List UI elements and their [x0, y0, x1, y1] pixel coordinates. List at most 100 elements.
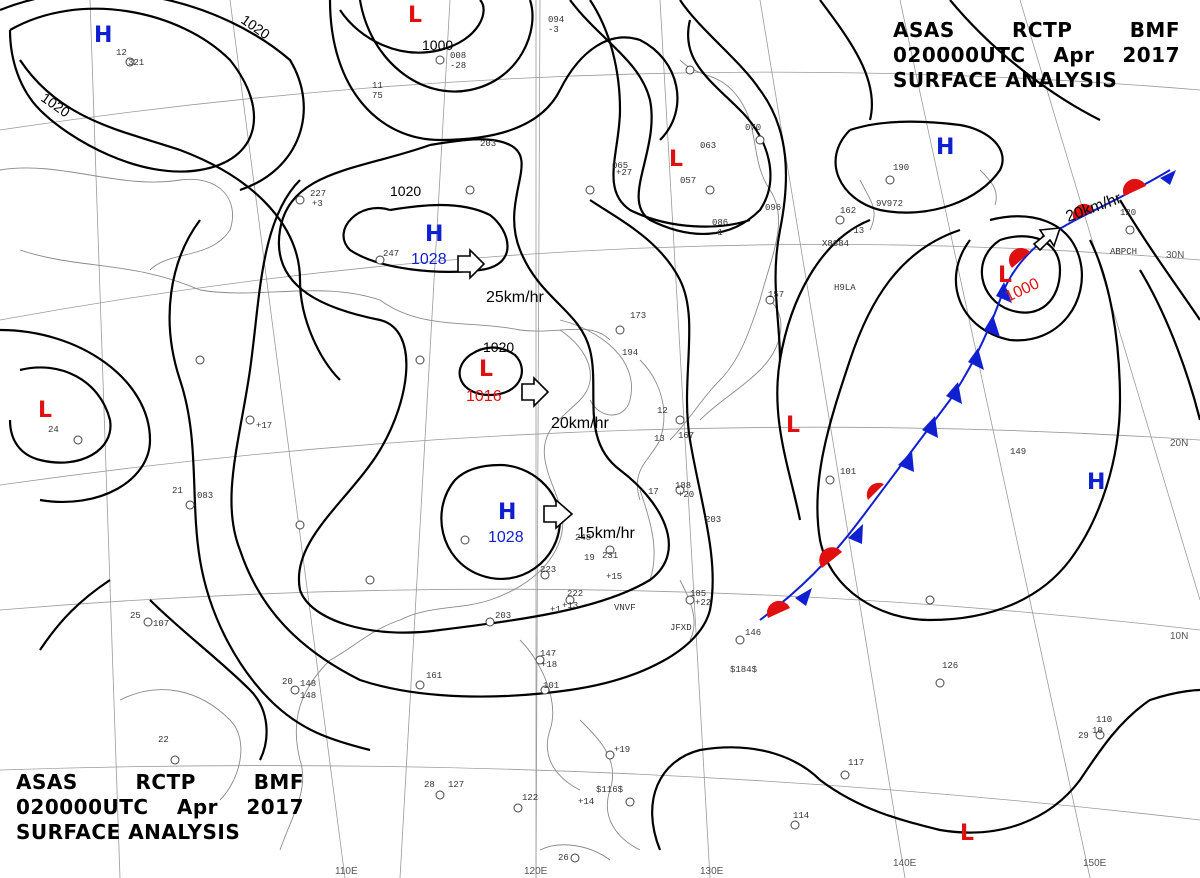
station-codes: 9V972 X8884 H9LA ABPCH VNVF JFXD $184$ $… — [596, 199, 1137, 795]
station-value: 101 — [840, 467, 856, 477]
low-pressure-value: 1016 — [466, 388, 502, 405]
longitude-labels: 110E 120E 130E 140E 150E — [335, 858, 1107, 877]
station-value: +14 — [578, 797, 594, 807]
header-line-1: ASAS RCTP BMF — [893, 18, 1180, 43]
station-code: H9LA — [834, 283, 856, 293]
station-value: 117 — [848, 758, 864, 768]
warm-front-semicircles — [766, 178, 1146, 618]
station-value: 185 — [690, 589, 706, 599]
motion-label: 20km/hr — [551, 415, 609, 432]
station-value: 190 — [893, 163, 909, 173]
low-pressure-symbol: L — [786, 413, 800, 438]
station-value: 096 — [765, 203, 781, 213]
station-value: 321 — [128, 58, 144, 68]
header-code: ASAS — [893, 18, 955, 42]
station-code: VNVF — [614, 603, 636, 613]
cold-front-triangles — [795, 170, 1176, 606]
station-value: +19 — [614, 745, 630, 755]
low-pressure-symbol: L — [669, 147, 683, 172]
station-value: 19 — [584, 553, 595, 563]
motion-label: 25km/hr — [486, 289, 544, 306]
station-value: +17 — [256, 421, 272, 431]
station-value: 148 — [300, 679, 316, 689]
header-bottom-left: ASAS RCTP BMF 020000UTC Apr 2017 SURFACE… — [16, 770, 304, 845]
low-pressure-symbol: L — [479, 357, 493, 382]
isobar-label: 1020 — [483, 339, 514, 355]
high-pressure-symbol: H — [498, 500, 516, 525]
header-month: Apr — [1053, 43, 1095, 67]
station-value: 148 — [300, 691, 316, 701]
low-pressure-symbol: L — [960, 821, 974, 846]
longitude-label: 150E — [1083, 858, 1107, 869]
station-value: 13 — [654, 434, 665, 444]
header-month: Apr — [176, 795, 219, 819]
station-data: 12 321 094 11 75 227 247 203 008 065 057… — [48, 15, 1136, 863]
header-title: SURFACE ANALYSIS — [16, 820, 241, 844]
header-code: BMF — [1129, 18, 1180, 42]
motion-label: 15km/hr — [577, 525, 635, 542]
station-code: $184$ — [730, 665, 758, 675]
station-value: 21 — [172, 486, 183, 496]
low-pressure-symbol: L — [408, 3, 422, 28]
station-value: 083 — [197, 491, 213, 501]
isobars — [0, 0, 1200, 851]
station-value: 114 — [793, 811, 809, 821]
header-top-right: ASAS RCTP BMF 020000UTC Apr 2017 SURFACE… — [893, 18, 1180, 93]
movement-arrows — [457, 227, 1062, 530]
isobar-label: 1000 — [422, 37, 453, 53]
station-value: 147 — [540, 649, 556, 659]
latitude-label: 10N — [1170, 631, 1188, 642]
station-value: 231 — [602, 551, 618, 561]
station-value: -1 — [712, 228, 723, 238]
station-value: +22 — [695, 598, 711, 608]
station-value: 094 — [548, 15, 564, 25]
header-code: BMF — [253, 770, 304, 794]
station-code: 9V972 — [876, 199, 903, 209]
station-value: -3 — [548, 25, 559, 35]
header-line-2: 020000UTC Apr 2017 — [893, 43, 1180, 68]
low-pressure-symbol: L — [38, 398, 52, 423]
latitude-label: 30N — [1166, 250, 1184, 261]
station-value: 22 — [158, 735, 169, 745]
header-code: ASAS — [16, 770, 78, 794]
station-value: 194 — [622, 348, 638, 358]
station-value: 25 — [130, 611, 141, 621]
station-value: 127 — [448, 780, 464, 790]
station-value: 101 — [543, 681, 559, 691]
header-time: 020000UTC — [893, 43, 1026, 67]
header-code: RCTP — [135, 770, 196, 794]
station-value: 28 — [424, 780, 435, 790]
high-pressure-value: 1028 — [411, 251, 447, 268]
station-value: 126 — [942, 661, 958, 671]
high-pressure-symbol: H — [1087, 470, 1105, 495]
station-value: 203 — [480, 139, 496, 149]
station-value: 149 — [1010, 447, 1026, 457]
station-value: +3 — [312, 199, 323, 209]
station-value: 188 — [675, 481, 691, 491]
station-value: -28 — [450, 61, 466, 71]
station-value: 24 — [48, 425, 59, 435]
station-value: +20 — [678, 490, 694, 500]
header-line-2: 020000UTC Apr 2017 — [16, 795, 304, 820]
isobar-label: 1020 — [390, 183, 421, 199]
longitude-gridlines — [89, 0, 1200, 878]
station-code: X8884 — [822, 239, 849, 249]
header-title: SURFACE ANALYSIS — [893, 68, 1118, 92]
station-value: 12 — [116, 48, 127, 58]
station-value: 227 — [310, 189, 326, 199]
station-code: $116$ — [596, 785, 624, 795]
header-time: 020000UTC — [16, 795, 149, 819]
header-year: 2017 — [246, 795, 304, 819]
station-code: ABPCH — [1110, 247, 1137, 257]
longitude-label: 130E — [700, 866, 724, 877]
station-value: +27 — [616, 168, 632, 178]
station-value: 086 — [712, 218, 728, 228]
header-year: 2017 — [1122, 43, 1180, 67]
longitude-label: 140E — [893, 858, 917, 869]
station-value: 247 — [383, 249, 399, 259]
station-value: 248 — [575, 533, 591, 543]
station-value: 203 — [495, 611, 511, 621]
high-pressure-value: 1028 — [488, 529, 524, 546]
station-value: 26 — [558, 853, 569, 863]
